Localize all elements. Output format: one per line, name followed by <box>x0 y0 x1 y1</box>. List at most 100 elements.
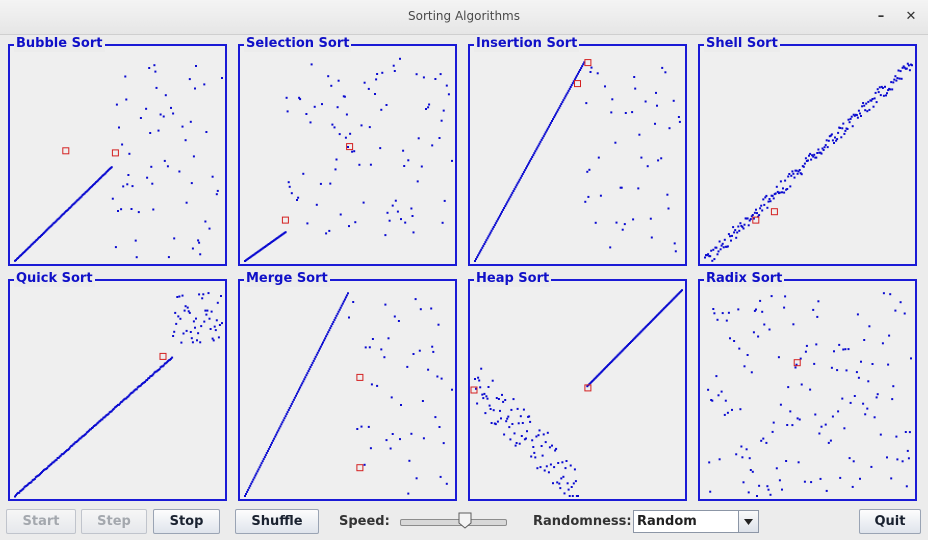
data-point <box>897 69 900 72</box>
data-point <box>192 320 195 323</box>
data-point <box>849 401 852 404</box>
data-point <box>578 70 580 73</box>
data-point <box>422 437 425 440</box>
data-point <box>534 150 537 153</box>
data-point <box>535 148 538 151</box>
data-point <box>746 217 749 220</box>
data-point <box>876 88 879 91</box>
data-point <box>815 343 818 346</box>
data-point <box>808 154 810 157</box>
data-point <box>248 486 251 489</box>
data-point <box>749 469 752 471</box>
data-point <box>496 218 499 221</box>
data-point <box>567 89 570 92</box>
data-point <box>185 201 188 204</box>
data-point <box>570 84 573 87</box>
data-point <box>799 357 802 360</box>
stop-button[interactable]: Stop <box>153 509 220 534</box>
shuffle-button[interactable]: Shuffle <box>235 509 319 534</box>
data-point <box>284 415 287 418</box>
data-point <box>745 448 748 451</box>
data-point <box>267 447 270 450</box>
data-point <box>389 447 392 450</box>
data-point <box>851 485 854 488</box>
data-point <box>779 403 782 406</box>
data-point <box>81 435 84 438</box>
data-point <box>532 154 535 157</box>
data-point <box>836 369 839 372</box>
data-point <box>573 468 576 471</box>
data-point <box>847 118 850 121</box>
data-point <box>195 317 197 320</box>
data-point <box>618 352 621 355</box>
randomness-select[interactable]: Random <box>633 510 759 533</box>
data-point <box>751 470 754 473</box>
data-point <box>445 482 448 485</box>
data-point <box>766 206 769 209</box>
data-point <box>488 404 491 407</box>
data-point <box>894 75 897 78</box>
data-point <box>849 117 852 120</box>
data-point <box>342 95 345 98</box>
data-point <box>855 114 858 117</box>
data-point <box>659 311 662 314</box>
start-button[interactable]: Start <box>6 509 76 534</box>
data-point <box>252 478 255 481</box>
data-point <box>726 411 729 414</box>
data-point <box>501 210 503 213</box>
data-point <box>368 126 371 129</box>
data-point <box>517 422 520 425</box>
data-point <box>544 441 547 444</box>
data-point <box>189 120 192 123</box>
data-point <box>26 484 29 486</box>
data-point <box>786 424 789 426</box>
quit-button[interactable]: Quit <box>859 509 921 534</box>
data-point <box>213 325 216 328</box>
data-point <box>163 159 166 162</box>
data-point <box>272 439 275 442</box>
step-button[interactable]: Step <box>81 509 147 534</box>
data-point <box>55 458 58 461</box>
data-point <box>830 366 833 369</box>
data-point <box>203 320 206 323</box>
data-point <box>678 291 681 294</box>
data-point <box>276 237 279 240</box>
minimize-icon[interactable]: – <box>877 9 885 24</box>
data-point <box>97 179 100 182</box>
slider-thumb-icon[interactable] <box>458 512 472 529</box>
data-point <box>485 395 488 398</box>
data-point <box>677 116 680 118</box>
data-point <box>104 415 107 418</box>
data-point <box>46 228 49 231</box>
data-point <box>76 199 79 202</box>
data-point <box>623 223 626 226</box>
data-point <box>376 384 379 387</box>
data-point <box>521 422 524 424</box>
data-point <box>478 252 481 255</box>
data-point <box>92 426 94 429</box>
data-point <box>159 366 162 369</box>
data-point <box>807 159 809 162</box>
data-point <box>546 127 549 130</box>
data-point <box>333 318 336 321</box>
data-point <box>707 253 710 256</box>
data-point <box>162 364 165 367</box>
data-point <box>606 365 609 368</box>
data-point <box>514 186 517 189</box>
data-point <box>904 67 907 70</box>
data-point <box>870 465 873 468</box>
data-point <box>657 313 660 316</box>
data-point <box>62 212 65 215</box>
data-point <box>545 129 548 132</box>
data-point <box>908 69 911 72</box>
data-point <box>508 197 511 200</box>
data-point <box>784 179 787 182</box>
data-point <box>671 298 674 301</box>
speed-slider[interactable] <box>400 519 507 526</box>
data-point <box>393 70 396 72</box>
chevron-down-icon[interactable] <box>738 511 758 532</box>
highlight-marker <box>793 359 801 367</box>
close-icon[interactable]: ✕ <box>905 9 917 24</box>
data-point <box>205 131 208 133</box>
data-point <box>325 232 328 235</box>
